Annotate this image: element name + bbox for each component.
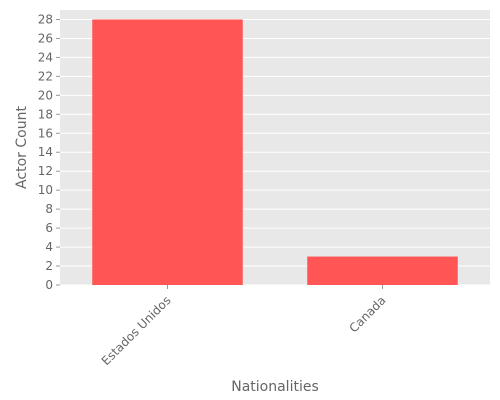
y-tick-label: 4 [45,240,53,254]
x-tick-label: Estados Unidos [99,293,174,368]
x-axis-title: Nationalities [231,379,319,395]
bar-estados-unidos [92,19,243,286]
y-tick-label: 10 [38,183,53,197]
y-tick-label: 26 [38,31,53,45]
x-axis-ticks: Estados Unidos Canada [99,285,389,368]
y-tick-label: 6 [45,221,53,235]
y-tick-label: 18 [38,107,53,121]
y-tick-label: 0 [45,278,53,292]
y-tick-label: 24 [38,50,53,64]
y-tick-label: 12 [38,164,53,178]
y-tick-label: 20 [38,88,53,102]
y-tick-label: 16 [38,126,53,140]
bar-series [92,19,458,286]
y-tick-label: 2 [45,259,53,273]
bar-canada [307,256,458,285]
y-tick-label: 14 [38,145,53,159]
y-axis-title: Actor Count [14,106,30,189]
y-tick-label: 28 [38,12,53,26]
y-tick-label: 8 [45,202,53,216]
y-tick-label: 22 [38,69,53,83]
x-tick-label: Canada [346,293,388,335]
